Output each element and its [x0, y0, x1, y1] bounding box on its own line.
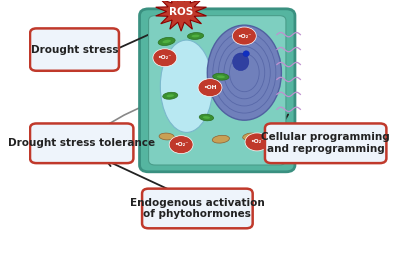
Text: •O₂⁻: •O₂⁻ [174, 142, 188, 147]
Text: Drought stress: Drought stress [31, 44, 118, 55]
FancyBboxPatch shape [30, 123, 133, 163]
FancyBboxPatch shape [148, 16, 286, 165]
Ellipse shape [233, 53, 249, 71]
Text: Drought stress tolerance: Drought stress tolerance [8, 138, 155, 148]
Text: Cellular programming
and reprogramming: Cellular programming and reprogramming [261, 132, 390, 154]
Polygon shape [156, 0, 206, 31]
Ellipse shape [243, 51, 250, 57]
FancyBboxPatch shape [30, 28, 119, 71]
Ellipse shape [203, 116, 210, 119]
Ellipse shape [162, 40, 171, 43]
FancyArrowPatch shape [85, 95, 324, 156]
Ellipse shape [158, 37, 175, 46]
Ellipse shape [188, 32, 204, 39]
FancyBboxPatch shape [265, 123, 386, 163]
Ellipse shape [199, 114, 214, 121]
Circle shape [245, 133, 269, 151]
Ellipse shape [159, 133, 174, 140]
Circle shape [198, 79, 222, 97]
Ellipse shape [192, 35, 200, 37]
Ellipse shape [213, 73, 229, 80]
Text: •OH: •OH [203, 85, 217, 90]
Ellipse shape [207, 25, 281, 120]
Circle shape [232, 27, 256, 45]
Text: ROS: ROS [169, 7, 193, 17]
Text: •O₂⁻: •O₂⁻ [250, 140, 264, 144]
Circle shape [169, 136, 193, 154]
Text: Endogenous activation
of phytohormones: Endogenous activation of phytohormones [130, 198, 265, 219]
Circle shape [153, 49, 177, 67]
Text: •O₂⁻: •O₂⁻ [237, 34, 252, 38]
FancyBboxPatch shape [142, 189, 253, 228]
Text: •O₂⁻: •O₂⁻ [158, 55, 172, 60]
Ellipse shape [243, 133, 257, 140]
FancyBboxPatch shape [140, 9, 295, 172]
Ellipse shape [212, 135, 230, 143]
Ellipse shape [166, 94, 174, 97]
Ellipse shape [217, 75, 225, 78]
Ellipse shape [163, 92, 178, 99]
Ellipse shape [160, 40, 213, 132]
